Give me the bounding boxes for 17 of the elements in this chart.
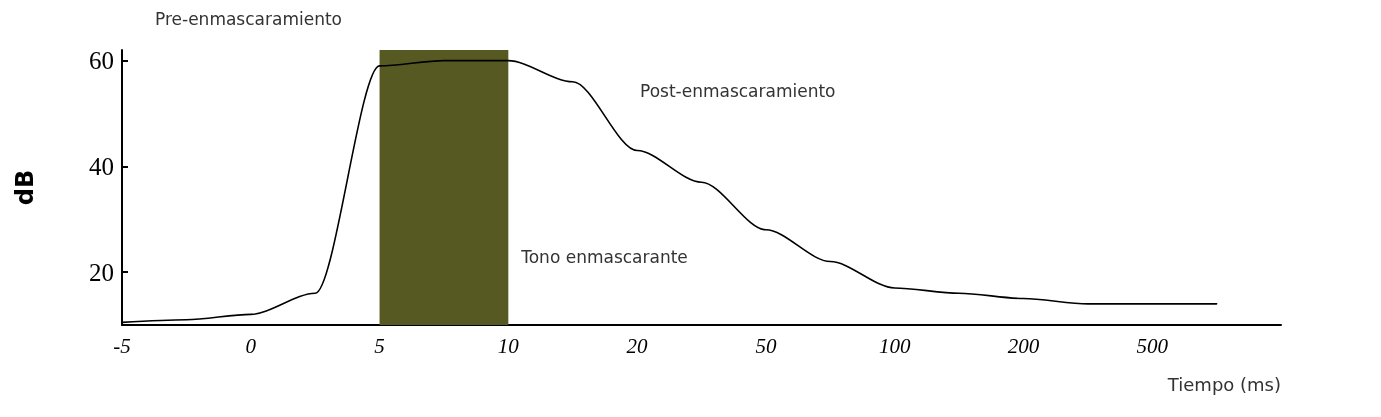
x-tick-label: 10 — [497, 333, 520, 358]
annotation: Post-enmascaramiento — [640, 80, 836, 101]
x-tick-label: 500 — [1136, 333, 1169, 358]
x-tick-label: 5 — [374, 333, 385, 358]
band-label: Tono enmascarante — [520, 246, 688, 267]
x-tick-label: 200 — [1007, 333, 1040, 358]
y-tick-label: 60 — [89, 47, 114, 75]
y-tick-label: 20 — [89, 258, 114, 286]
text: Pre-enmascaramiento — [155, 8, 342, 29]
x-tick-label: 50 — [755, 333, 777, 358]
x-tick-label: 100 — [878, 333, 911, 358]
x-axis-title: Tiempo (ms) — [1166, 373, 1281, 395]
x-tick-label: -5 — [113, 333, 131, 358]
x-tick-label: 20 — [626, 333, 649, 358]
y-axis-title: dB — [11, 169, 39, 206]
y-tick-label: 40 — [89, 152, 114, 180]
x-tick-label: 0 — [245, 333, 257, 358]
